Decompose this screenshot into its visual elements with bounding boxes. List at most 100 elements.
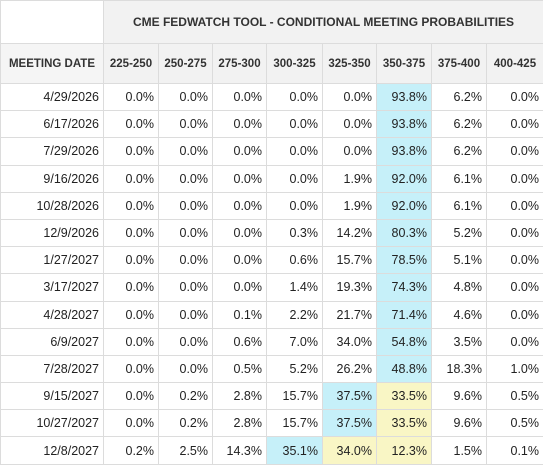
probability-cell: 0.0% [103, 382, 159, 411]
probability-cell: 0.0% [103, 327, 159, 356]
probability-cell: 7.0% [266, 327, 323, 356]
header-rate-325-350: 325-350 [322, 43, 377, 84]
probability-cell: 0.0% [322, 137, 377, 166]
probability-cell: 0.0% [158, 110, 213, 139]
probability-cell: 0.0% [103, 246, 159, 275]
title-blank-cell [0, 0, 104, 44]
meeting-date-cell: 9/15/2027 [0, 382, 104, 411]
probability-cell: 0.0% [158, 164, 213, 193]
table-row: 7/29/2026 0.0% 0.0% 0.0% 0.0% 0.0% 93.8% 6.2% 0.… [0, 137, 543, 166]
probability-cell: 0.0% [212, 246, 267, 275]
table-row: 10/27/2027 0.0% 0.2% 2.8% 15.7% 37.5% 33.5% 9.6… [0, 409, 543, 438]
probability-cell: 0.0% [103, 409, 159, 438]
probability-cell: 0.0% [212, 137, 267, 166]
probability-cell: 6.2% [431, 110, 487, 139]
probability-cell: 0.0% [266, 110, 323, 139]
table-title: CME FEDWATCH TOOL - CONDITIONAL MEETING … [103, 0, 543, 44]
probability-cell: 0.0% [486, 300, 543, 329]
probability-cell: 19.3% [322, 273, 377, 302]
probability-cell: 6.2% [431, 137, 487, 166]
probability-cell: 0.2% [158, 409, 213, 438]
meeting-date-cell: 3/17/2027 [0, 273, 104, 302]
probability-cell: 0.0% [266, 82, 323, 112]
meeting-date-cell: 7/29/2026 [0, 137, 104, 166]
probability-cell: 6.1% [431, 164, 487, 193]
probability-cell: 0.0% [486, 164, 543, 193]
probability-cell: 0.1% [486, 436, 543, 465]
probability-cell: 74.3% [376, 273, 432, 302]
probability-cell: 0.0% [486, 218, 543, 248]
probability-cell: 2.2% [266, 300, 323, 329]
probability-cell: 0.6% [266, 246, 323, 275]
header-meeting-date: MEETING DATE [0, 43, 104, 84]
probability-cell: 0.0% [212, 218, 267, 248]
probability-cell: 0.0% [103, 164, 159, 193]
table-row: 1/27/2027 0.0% 0.0% 0.0% 0.6% 15.7% 78.5% 5.1% 0… [0, 246, 543, 275]
probability-cell: 0.0% [103, 300, 159, 329]
probability-cell: 0.0% [266, 191, 323, 220]
probability-cell: 37.5% [322, 382, 377, 411]
probability-cell: 18.3% [431, 354, 487, 384]
probability-cell: 0.0% [486, 137, 543, 166]
probability-cell: 6.2% [431, 82, 487, 112]
probability-cell: 0.0% [158, 354, 213, 384]
probability-cell: 0.5% [212, 354, 267, 384]
meeting-date-cell: 9/16/2026 [0, 164, 104, 193]
probability-cell: 0.0% [103, 110, 159, 139]
table-row: 10/28/2026 0.0% 0.0% 0.0% 0.0% 1.9% 92.0% 6.1% 0… [0, 191, 543, 220]
probability-cell: 80.3% [376, 218, 432, 248]
probability-cell: 0.0% [158, 273, 213, 302]
probability-cell: 0.2% [158, 382, 213, 411]
probability-cell: 0.0% [158, 300, 213, 329]
table-body: 4/29/2026 0.0% 0.0% 0.0% 0.0% 0.0% 93.8% 6.2% 0.… [0, 82, 543, 465]
probability-cell: 0.0% [486, 191, 543, 220]
probability-cell: 34.0% [322, 327, 377, 356]
probability-cell: 0.0% [158, 137, 213, 166]
probability-cell: 0.0% [103, 218, 159, 248]
probability-cell: 0.0% [212, 191, 267, 220]
table-row: 12/9/2026 0.0% 0.0% 0.0% 0.3% 14.2% 80.3% 5.2% 0… [0, 218, 543, 248]
probability-cell: 14.3% [212, 436, 267, 465]
meeting-date-cell: 12/8/2027 [0, 436, 104, 465]
probability-cell: 0.0% [103, 82, 159, 112]
probability-cell: 1.9% [322, 164, 377, 193]
meeting-date-cell: 4/29/2026 [0, 82, 104, 112]
probability-cell: 93.8% [376, 137, 432, 166]
meeting-date-cell: 1/27/2027 [0, 246, 104, 275]
probability-cell: 0.0% [103, 137, 159, 166]
probability-cell: 37.5% [322, 409, 377, 438]
probability-cell: 3.5% [431, 327, 487, 356]
probability-cell: 0.0% [486, 246, 543, 275]
table-row: 12/8/2027 0.2% 2.5% 14.3% 35.1% 34.0% 12.3% 1.5… [0, 436, 543, 465]
header-rate-350-375: 350-375 [376, 43, 432, 84]
header-rate-225-250: 225-250 [103, 43, 159, 84]
probability-cell: 0.0% [103, 191, 159, 220]
meeting-date-cell: 10/27/2027 [0, 409, 104, 438]
probability-cell: 0.0% [158, 191, 213, 220]
probability-cell: 14.2% [322, 218, 377, 248]
probability-cell: 5.2% [266, 354, 323, 384]
probability-cell: 12.3% [376, 436, 432, 465]
probability-cell: 4.8% [431, 273, 487, 302]
probability-cell: 2.8% [212, 382, 267, 411]
header-rate-400-425: 400-425 [486, 43, 543, 84]
probability-cell: 0.0% [158, 246, 213, 275]
probability-cell: 0.5% [486, 409, 543, 438]
probability-cell: 1.5% [431, 436, 487, 465]
header-rate-275-300: 275-300 [212, 43, 267, 84]
header-rate-375-400: 375-400 [431, 43, 487, 84]
probability-cell: 0.0% [158, 327, 213, 356]
probability-cell: 0.0% [266, 137, 323, 166]
probability-cell: 2.5% [158, 436, 213, 465]
probability-cell: 1.4% [266, 273, 323, 302]
probability-cell: 0.0% [212, 273, 267, 302]
table-row: 4/29/2026 0.0% 0.0% 0.0% 0.0% 0.0% 93.8% 6.2% 0.… [0, 82, 543, 112]
probability-cell: 0.0% [158, 218, 213, 248]
probability-cell: 0.0% [486, 327, 543, 356]
probability-cell: 93.8% [376, 82, 432, 112]
probability-cell: 9.6% [431, 409, 487, 438]
table-row: 6/9/2027 0.0% 0.0% 0.6% 7.0% 34.0% 54.8% 3.5% 0.… [0, 327, 543, 356]
probability-cell: 21.7% [322, 300, 377, 329]
meeting-date-cell: 6/9/2027 [0, 327, 104, 356]
meeting-date-cell: 10/28/2026 [0, 191, 104, 220]
